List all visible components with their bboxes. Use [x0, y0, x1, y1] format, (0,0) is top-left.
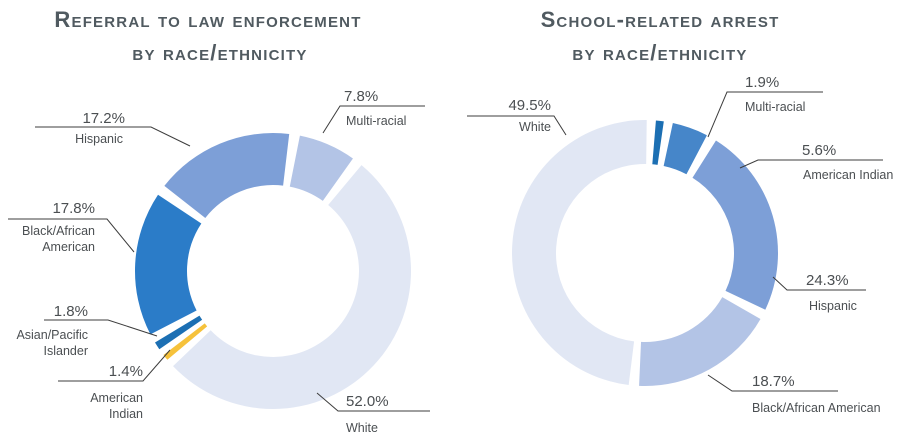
pct-multiracial-1: 7.8%	[344, 88, 378, 105]
chart1-slice-white	[173, 165, 412, 410]
label-amind-1-line2: Indian	[109, 407, 143, 421]
leader-asian-1	[44, 319, 158, 337]
label-hispanic-1: Hispanic	[75, 132, 123, 146]
chart2-title-line2: by race/ethnicity	[572, 40, 747, 65]
pct-hispanic-1: 17.2%	[82, 110, 125, 127]
chart1-title-line1: Referral to law enforcement	[54, 7, 361, 32]
leader-black-2	[707, 374, 838, 392]
pct-hispanic-2: 24.3%	[806, 272, 849, 289]
leader-hispanic-1	[35, 126, 191, 147]
pct-black-1: 17.8%	[52, 200, 95, 217]
chart2-slice-american-indian	[663, 122, 707, 175]
pct-amind-2: 5.6%	[802, 142, 836, 159]
label-black-1-line1: Black/African	[22, 224, 95, 238]
pct-white-2: 49.5%	[508, 97, 551, 114]
label-black-1-line2: American	[42, 240, 95, 254]
chart1-slice-black-african-american	[135, 194, 202, 335]
label-asian-1-line2: Islander	[44, 344, 88, 358]
chart2-slice-multi-racial	[652, 120, 664, 165]
chart1-slice-american-indian	[163, 323, 208, 360]
chart2-labels: 49.5% White 1.9% Multi-racial 5.6% Ameri…	[467, 74, 893, 415]
label-amind-1-line1: American	[90, 391, 143, 405]
pct-asian-1: 1.8%	[54, 303, 88, 320]
leader-white-1	[316, 392, 430, 412]
chart1-labels: 7.8% Multi-racial 17.2% Hispanic 17.8% B…	[8, 88, 430, 435]
label-white-1: White	[346, 421, 378, 435]
pct-white-1: 52.0%	[346, 393, 389, 410]
label-black-2: Black/African American	[752, 401, 881, 415]
chart2-slice-black-african-american	[639, 297, 761, 386]
label-multiracial-1: Multi-racial	[346, 114, 406, 128]
label-hispanic-2: Hispanic	[809, 299, 857, 313]
leader-multiracial-2	[707, 91, 823, 138]
leader-amind-2	[739, 159, 883, 169]
pct-multiracial-2: 1.9%	[745, 74, 779, 91]
label-asian-1-line1: Asian/Pacific	[16, 328, 88, 342]
chart1-slice-multi-racial	[289, 135, 353, 201]
chart1-donut	[135, 133, 412, 410]
chart2-donut	[512, 119, 778, 386]
pct-black-2: 18.7%	[752, 373, 795, 390]
leader-amind-1	[58, 349, 171, 382]
leader-multiracial-1	[322, 105, 425, 134]
label-multiracial-2: Multi-racial	[745, 100, 805, 114]
label-white-2: White	[519, 120, 551, 134]
leader-hispanic-2	[772, 276, 866, 291]
chart2-slice-hispanic	[692, 140, 778, 310]
chart1-title-line2: by race/ethnicity	[132, 40, 307, 65]
pct-amind-1: 1.4%	[109, 363, 143, 380]
chart2-slice-white	[512, 119, 647, 385]
leader-white-2	[467, 115, 567, 136]
leader-black-1	[8, 218, 135, 253]
chart2-title-line1: School-related arrest	[541, 7, 780, 32]
chart1-slice-asian-pacific-islander	[154, 315, 203, 350]
chart1-slice-hispanic	[164, 133, 290, 218]
label-amind-2: American Indian	[803, 168, 893, 182]
